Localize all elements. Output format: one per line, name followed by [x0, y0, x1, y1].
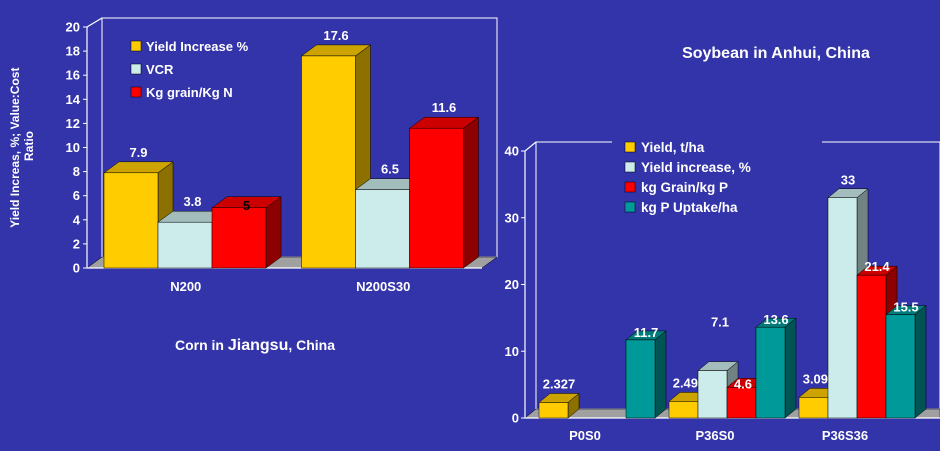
- soybean-y-axis: [524, 141, 537, 418]
- soybean-x-tick-label: P0S0: [569, 428, 601, 443]
- soybean-y-tick-label: 30: [505, 210, 519, 225]
- corn-y-tick-label: 20: [66, 20, 80, 35]
- corn-title: Corn in Jiangsu, China: [175, 337, 335, 354]
- corn-data-label: 5: [243, 198, 250, 213]
- soybean-y-tick-label: 10: [505, 344, 519, 359]
- soybean-x-tick-label: P36S0: [695, 428, 734, 443]
- corn-data-label: 3.8: [183, 194, 201, 209]
- corn-bar: [211, 196, 282, 269]
- soybean-bar: [625, 330, 667, 419]
- soybean-legend-swatch-yellow: [624, 141, 636, 153]
- corn-y-tick-label: 8: [73, 164, 80, 179]
- soybean-data-label: 3.096: [803, 371, 836, 386]
- corn-x-ticks: N200 N200S30: [170, 279, 410, 294]
- soybean-data-label: 21.4: [864, 259, 890, 274]
- soybean-y-ticks: 0 10 20 30 40: [505, 144, 525, 426]
- corn-legend-label-0: Yield Increase %: [146, 39, 249, 54]
- soybean-legend-swatch-red: [624, 181, 636, 193]
- soybean-title: Soybean in Anhui, China: [682, 45, 870, 62]
- corn-x-tick-label: N200S30: [356, 279, 410, 294]
- soybean-y-tick-label: 20: [505, 277, 519, 292]
- corn-y-axis-label: Yield Increas, %; Value:Cost Ratio: [8, 64, 36, 228]
- soybean-bar: [538, 392, 580, 419]
- corn-bar: [103, 161, 174, 269]
- soybean-bar: [755, 317, 797, 419]
- soybean-bars: 2.327 11.7 2.492 7.1 4.6 13.6 3.096 33 21.4 15.5: [538, 173, 927, 419]
- corn-y-tick-label: 16: [66, 68, 80, 83]
- corn-chart: 0 2 4 6 8 10 12 14 16 18 20 7.9 3.8 5 17.6 6.5 11.6 N20…: [8, 17, 498, 354]
- corn-x-tick-label: N200: [170, 279, 201, 294]
- soybean-x-ticks: P0S0 P36S0 P36S36: [569, 428, 868, 443]
- corn-legend-swatch-yellow: [130, 40, 142, 52]
- soybean-legend-label-3: kg P Uptake/ha: [641, 200, 738, 215]
- corn-legend-label-1: VCR: [146, 62, 174, 77]
- soybean-data-label: 33: [841, 173, 855, 188]
- soybean-legend-swatch-lightblue: [624, 161, 636, 173]
- corn-y-tick-label: 18: [66, 44, 80, 59]
- soybean-legend-label-1: Yield increase, %: [641, 160, 751, 175]
- corn-legend-swatch-lightblue: [130, 63, 142, 75]
- soybean-data-label: 2.327: [543, 376, 576, 391]
- soybean-data-label: 13.6: [763, 312, 788, 327]
- soybean-data-label: 7.1: [711, 315, 729, 330]
- corn-y-tick-label: 6: [73, 188, 80, 203]
- soybean-data-label: 2.492: [673, 375, 706, 390]
- corn-data-label: 7.9: [129, 145, 147, 160]
- corn-bars: 7.9 3.8 5 17.6 6.5 11.6: [103, 28, 480, 269]
- soybean-data-label: 15.5: [893, 300, 918, 315]
- corn-y-tick-label: 12: [66, 116, 80, 131]
- soybean-legend-swatch-teal: [624, 201, 636, 213]
- soybean-x-tick-label: P36S36: [822, 428, 868, 443]
- corn-data-label: 11.6: [432, 100, 457, 115]
- soybean-legend: Yield, t/ha Yield increase, % kg Grain/k…: [624, 140, 751, 215]
- soybean-legend-label-0: Yield, t/ha: [641, 140, 705, 155]
- corn-legend-label-2: Kg grain/Kg N: [146, 85, 233, 100]
- soybean-y-tick-label: 40: [505, 144, 519, 159]
- soybean-data-label: 11.7: [634, 325, 659, 340]
- corn-data-label: 6.5: [381, 162, 399, 177]
- corn-bar: [408, 116, 480, 269]
- corn-y-axis: [86, 17, 103, 268]
- soybean-legend-box: [612, 136, 822, 228]
- corn-legend-swatch-red: [130, 86, 142, 98]
- soybean-y-tick-label: 0: [512, 411, 519, 426]
- corn-y-ticks: 0 2 4 6 8 10 12 14 16 18 20: [66, 20, 87, 276]
- soybean-bar: [885, 305, 927, 419]
- corn-y-tick-label: 2: [73, 236, 80, 251]
- corn-legend: Yield Increase % VCR Kg grain/Kg N: [130, 39, 249, 100]
- soybean-data-label: 4.6: [734, 376, 752, 391]
- corn-y-tick-label: 10: [66, 140, 80, 155]
- corn-y-tick-label: 4: [73, 212, 81, 227]
- corn-data-label: 17.6: [323, 28, 348, 43]
- corn-y-tick-label: 14: [66, 92, 81, 107]
- corn-y-tick-label: 0: [73, 261, 80, 276]
- soybean-legend-label-2: kg Grain/kg P: [641, 180, 728, 195]
- soybean-chart: 0 10 20 30 40 2.327 11.7 2.492 7.1 4.6 13.6 3.096 3…: [505, 45, 940, 443]
